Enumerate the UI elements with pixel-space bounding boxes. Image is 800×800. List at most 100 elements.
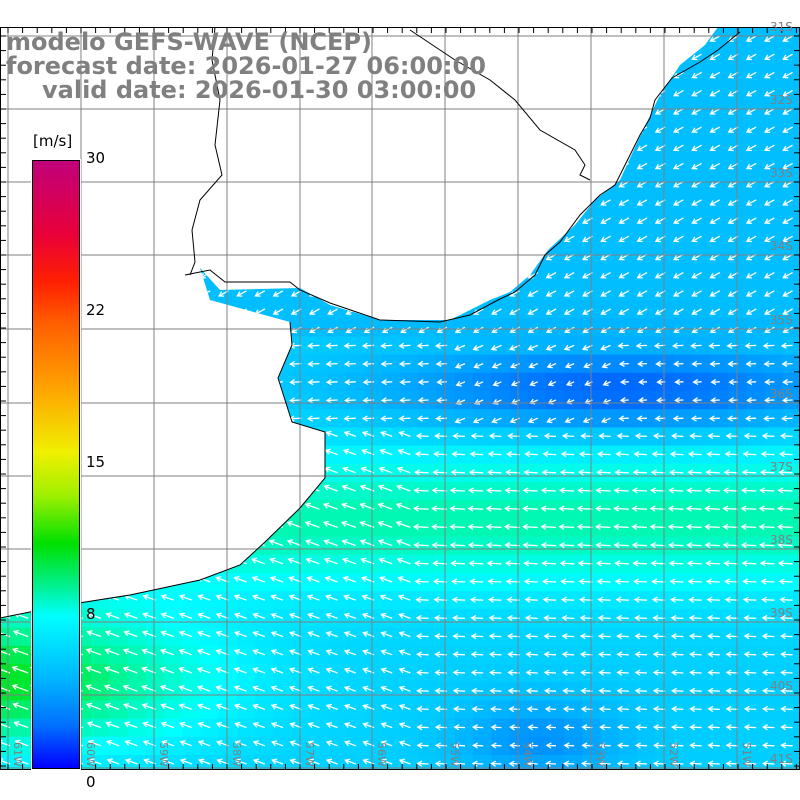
speed-cell: [91, 318, 110, 337]
wind-arrow: [470, 669, 484, 676]
wind-arrow: [763, 90, 775, 97]
wind-arrow: [104, 484, 120, 492]
wind-arrow: [215, 667, 229, 674]
speed-cell: [127, 409, 147, 428]
wind-arrow: [486, 487, 502, 494]
lat-lon-grid: [0, 27, 800, 770]
wind-arrow: [727, 90, 739, 97]
wind-arrow: [307, 342, 320, 349]
wind-arrow: [761, 687, 775, 694]
speed-cell: [491, 190, 511, 210]
wind-arrow: [161, 758, 175, 765]
wind-arrow: [325, 722, 338, 729]
wind-arrow: [104, 520, 120, 529]
wind-arrow: [417, 378, 429, 386]
wind-arrow: [763, 71, 775, 79]
wind-arrow: [304, 520, 320, 529]
wind-arrow: [740, 505, 757, 512]
speed-cell: [145, 409, 165, 428]
wind-arrow: [122, 666, 138, 674]
wind-arrow: [778, 469, 793, 476]
wind-arrow: [177, 539, 193, 547]
wind-arrow: [525, 432, 538, 440]
wind-arrow: [399, 144, 411, 152]
wind-arrow: [636, 235, 648, 243]
wind-arrow: [740, 523, 757, 531]
speed-cell: [109, 409, 128, 428]
wind-arrow: [540, 523, 557, 531]
wind-arrow: [415, 633, 429, 640]
wind-arrow: [106, 415, 120, 422]
wind-arrow: [599, 724, 611, 731]
speed-cell: [364, 118, 383, 137]
speed-cell: [145, 445, 165, 465]
wind-arrow: [307, 612, 320, 620]
coastline-north: [184, 31, 741, 323]
lon-label: 58W: [230, 742, 243, 767]
wind-arrow: [399, 235, 411, 243]
wind-arrow: [527, 417, 539, 424]
wind-arrow: [542, 578, 557, 585]
wind-arrow: [451, 578, 466, 585]
wind-arrow: [449, 541, 466, 549]
speed-cell: [200, 482, 219, 501]
wind-arrow: [124, 379, 138, 386]
speed-cell: [163, 354, 183, 374]
wind-arrow: [491, 308, 502, 315]
speed-cell: [18, 81, 37, 101]
speed-cell: [327, 118, 347, 137]
wind-arrow: [450, 469, 466, 476]
speed-cell: [200, 318, 219, 337]
wind-arrow: [178, 630, 193, 638]
speed-cell: [600, 45, 620, 64]
wind-arrow: [722, 541, 739, 549]
speed-cell: [254, 354, 274, 374]
speed-cell: [182, 518, 201, 538]
wind-arrow: [781, 397, 793, 404]
speed-cell: [0, 463, 19, 483]
wind-arrow: [289, 360, 302, 368]
wind-arrow: [181, 290, 193, 297]
wind-arrow: [485, 523, 502, 531]
wind-arrow: [108, 199, 120, 206]
wind-arrow: [341, 484, 357, 492]
speed-cell: [254, 227, 274, 246]
wind-arrow: [234, 360, 247, 368]
wind-arrow: [327, 290, 338, 297]
wind-arrow: [345, 217, 357, 224]
speed-cell: [582, 45, 602, 64]
wind-arrow: [563, 90, 575, 97]
wind-arrow: [215, 648, 229, 656]
speed-cell: [91, 500, 110, 519]
wind-arrow: [637, 397, 648, 404]
wind-arrow: [672, 35, 684, 42]
wind-arrow: [88, 342, 102, 349]
wind-arrow: [454, 235, 466, 243]
speed-cell: [91, 573, 110, 592]
wind-arrow: [600, 199, 611, 206]
wind-arrow: [233, 667, 247, 674]
wind-arrow: [547, 380, 557, 387]
speed-cell: [400, 209, 420, 228]
wind-arrow: [181, 217, 193, 224]
wind-arrow: [727, 235, 739, 243]
wind-arrow: [179, 360, 193, 368]
wind-arrow: [563, 344, 575, 351]
wind-arrow: [745, 53, 757, 61]
wind-arrow: [764, 308, 775, 315]
wind-arrow: [453, 760, 466, 767]
speed-cell: [364, 136, 383, 155]
wind-arrow: [762, 342, 775, 349]
wind-arrow: [670, 669, 684, 676]
wind-arrow: [416, 342, 429, 349]
wind-arrow: [159, 684, 175, 692]
speed-cell: [764, 755, 784, 770]
wind-arrow: [160, 630, 175, 638]
wind-arrow: [636, 90, 648, 97]
speed-cell: [418, 190, 438, 210]
wind-arrow: [416, 705, 429, 713]
speed-cell: [145, 318, 165, 337]
wind-arrow: [560, 596, 575, 603]
wind-arrow: [743, 669, 757, 676]
wind-arrow: [88, 430, 102, 438]
